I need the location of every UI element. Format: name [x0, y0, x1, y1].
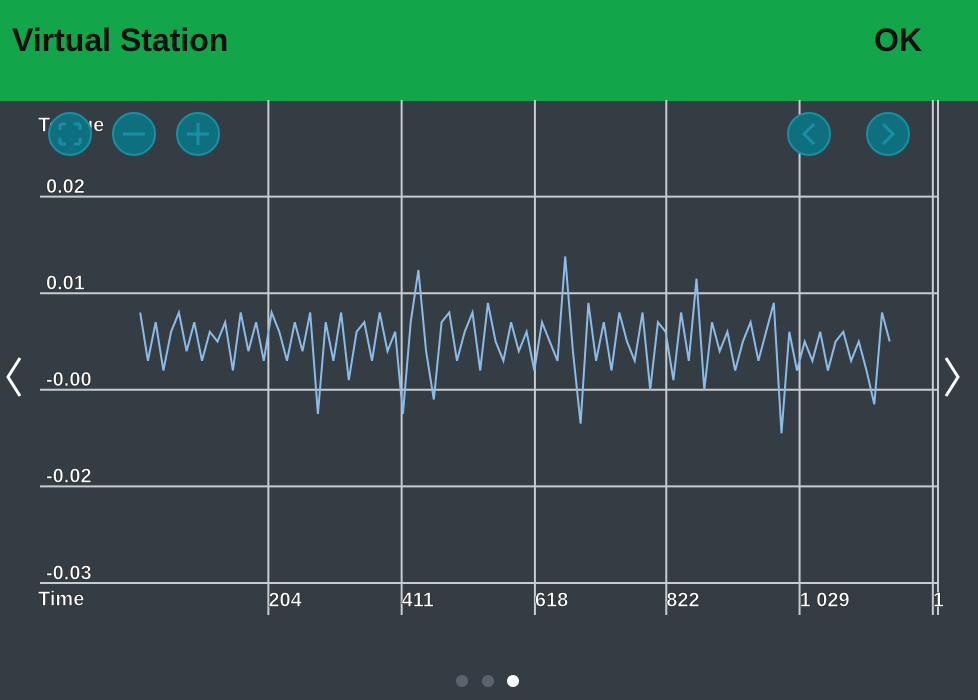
title: Virtual Station	[12, 22, 229, 58]
data-line	[139, 256, 891, 434]
page-dot[interactable]	[456, 675, 468, 687]
pan-left[interactable]	[787, 112, 831, 156]
x-tick-label: 1	[933, 589, 944, 611]
nav-arrows[interactable]	[6, 357, 960, 397]
x-tick-label: 411	[402, 589, 434, 611]
pan-right[interactable]	[866, 112, 910, 156]
x-axis-label: Time	[38, 588, 84, 610]
y-tick-label: 0.01	[46, 272, 85, 294]
x-tick-label: 618	[535, 589, 568, 611]
y-tick-label: -0.00	[46, 369, 92, 391]
x-tick-label: 822	[666, 589, 699, 611]
zoom-reset[interactable]	[48, 112, 92, 156]
x-tick-label: 204	[268, 589, 302, 611]
page-dot-active[interactable]	[507, 675, 519, 687]
header: Virtual Station OK	[0, 0, 978, 101]
button-icons	[58, 122, 896, 146]
x-tick-label: 1 029	[800, 589, 850, 611]
ok-button[interactable]: OK	[874, 22, 922, 58]
y-tick-label: -0.02	[46, 466, 92, 488]
y-tick-label: -0.03	[46, 562, 92, 584]
page-dot[interactable]	[482, 675, 494, 687]
y-tick-label: 0.02	[46, 176, 85, 198]
